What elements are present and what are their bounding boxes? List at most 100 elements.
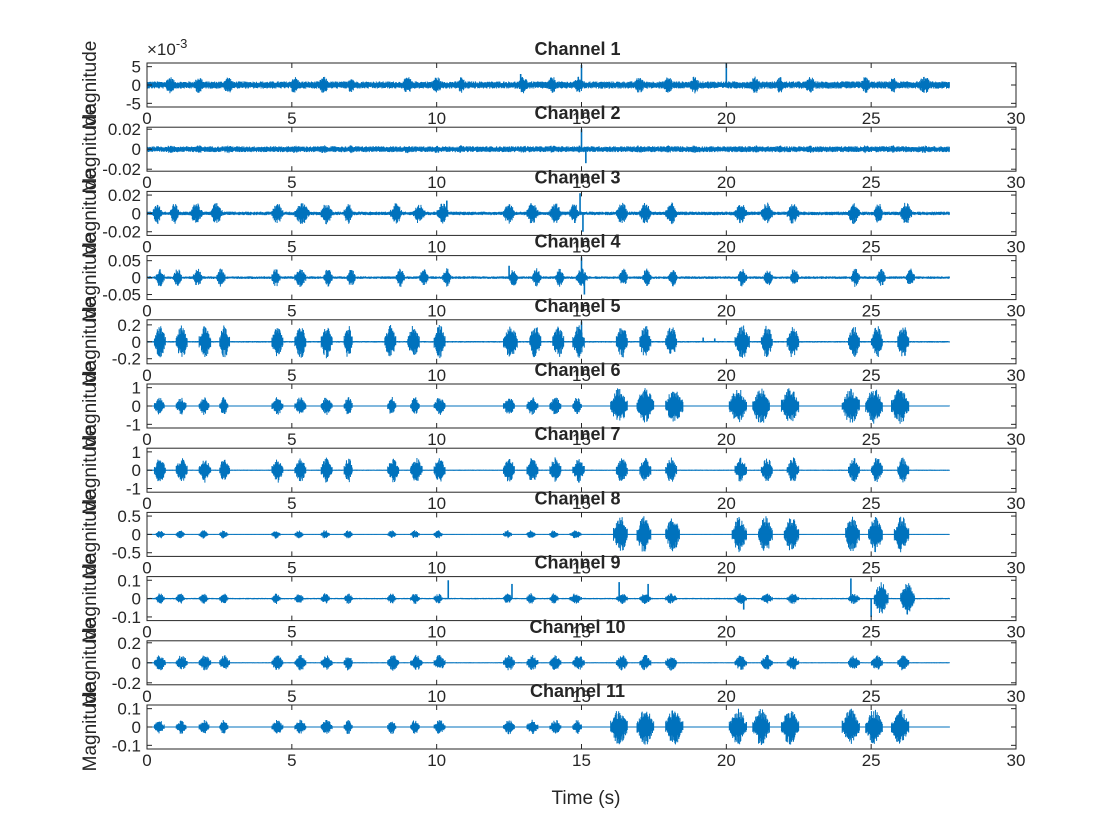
- x-tick-label: 5: [287, 687, 296, 706]
- y-axis-label: Magnitude: [80, 554, 101, 643]
- y-tick-label: 0.1: [117, 700, 141, 719]
- x-tick-label: 25: [862, 687, 881, 706]
- x-tick-label: 30: [1007, 751, 1026, 770]
- x-tick-label: 5: [287, 430, 296, 449]
- x-tick-label: 25: [862, 494, 881, 513]
- y-tick-label: 0.2: [117, 634, 141, 653]
- x-tick-label: 0: [142, 687, 151, 706]
- y-tick-label: -1: [126, 480, 141, 499]
- x-tick-label: 10: [427, 558, 446, 577]
- y-tick-label: -1: [126, 415, 141, 434]
- y-axis-label: Magnitude: [80, 490, 101, 579]
- x-tick-label: 15: [572, 687, 591, 706]
- x-tick-label: 5: [287, 494, 296, 513]
- y-tick-label: 0.02: [108, 186, 141, 205]
- x-tick-label: 15: [572, 173, 591, 192]
- y-tick-label: 0: [132, 333, 141, 352]
- x-tick-label: 30: [1007, 687, 1026, 706]
- x-tick-label: 30: [1007, 302, 1026, 321]
- y-tick-label: 0.1: [117, 571, 141, 590]
- x-tick-label: 30: [1007, 558, 1026, 577]
- y-tick-label: 5: [132, 58, 141, 77]
- x-tick-label: 10: [427, 751, 446, 770]
- y-tick-label: 0: [132, 525, 141, 544]
- x-tick-label: 5: [287, 237, 296, 256]
- panel-title: Channel 10: [529, 617, 625, 637]
- y-axis-label: Magnitude: [80, 362, 101, 451]
- x-tick-label: 10: [427, 687, 446, 706]
- x-tick-label: 25: [862, 302, 881, 321]
- x-tick-label: 10: [427, 173, 446, 192]
- x-tick-label: 15: [572, 751, 591, 770]
- x-tick-label: 30: [1007, 623, 1026, 642]
- x-tick-label: 10: [427, 237, 446, 256]
- y-tick-label: 0: [132, 397, 141, 416]
- y-axis-label: Magnitude: [80, 41, 101, 130]
- y-tick-label: 0: [132, 76, 141, 95]
- y-tick-label: 0: [132, 140, 141, 159]
- x-tick-label: 5: [287, 302, 296, 321]
- y-tick-label: 0: [132, 718, 141, 737]
- x-tick-label: 15: [572, 430, 591, 449]
- x-tick-label: 0: [142, 109, 151, 128]
- x-tick-label: 25: [862, 109, 881, 128]
- y-tick-label: 0.05: [108, 252, 141, 271]
- x-tick-label: 0: [142, 623, 151, 642]
- x-tick-label: 0: [142, 751, 151, 770]
- x-tick-label: 30: [1007, 109, 1026, 128]
- x-tick-label: 0: [142, 494, 151, 513]
- y-tick-label: 1: [132, 443, 141, 462]
- x-tick-label: 25: [862, 623, 881, 642]
- y-tick-label: 0: [132, 654, 141, 673]
- y-axis-label: Magnitude: [80, 105, 101, 194]
- y-tick-label: -0.5: [112, 544, 141, 563]
- x-tick-label: 15: [572, 109, 591, 128]
- x-tick-label: 0: [142, 173, 151, 192]
- y-tick-label: 0.5: [117, 507, 141, 526]
- x-tick-label: 25: [862, 558, 881, 577]
- y-tick-label: -5: [126, 94, 141, 113]
- y-tick-label: -0.2: [112, 350, 141, 369]
- x-tick-label: 20: [717, 302, 736, 321]
- x-tick-label: 15: [572, 366, 591, 385]
- panel-title: Channel 5: [534, 296, 620, 316]
- x-axis-label: Time (s): [552, 788, 621, 809]
- panel-title: Channel 1: [534, 39, 620, 59]
- y-tick-label: -0.2: [112, 674, 141, 693]
- panel-title: Channel 8: [534, 488, 620, 508]
- x-tick-label: 15: [572, 558, 591, 577]
- panel-title: Channel 6: [534, 360, 620, 380]
- x-tick-label: 20: [717, 430, 736, 449]
- x-tick-label: 15: [572, 237, 591, 256]
- x-tick-label: 10: [427, 366, 446, 385]
- x-tick-label: 20: [717, 687, 736, 706]
- x-tick-label: 5: [287, 623, 296, 642]
- x-tick-label: 20: [717, 623, 736, 642]
- x-tick-label: 15: [572, 623, 591, 642]
- y-tick-label: 0: [132, 461, 141, 480]
- panel-title: Channel 9: [534, 553, 620, 573]
- y-tick-label: 0: [132, 269, 141, 288]
- x-tick-label: 10: [427, 623, 446, 642]
- x-tick-label: 25: [862, 366, 881, 385]
- x-tick-label: 20: [717, 751, 736, 770]
- panel-title: Channel 2: [534, 103, 620, 123]
- x-tick-label: 30: [1007, 237, 1026, 256]
- y-axis-label: Magnitude: [80, 233, 101, 322]
- x-tick-label: 15: [572, 494, 591, 513]
- y-tick-label: -0.05: [102, 286, 141, 305]
- y-axis-label: Magnitude: [80, 426, 101, 515]
- x-tick-label: 10: [427, 109, 446, 128]
- x-tick-label: 20: [717, 173, 736, 192]
- y-axis-label: Magnitude: [80, 169, 101, 258]
- y-axis-label: Magnitude: [80, 618, 101, 707]
- y-axis-label: Magnitude: [80, 297, 101, 386]
- x-tick-label: 25: [862, 173, 881, 192]
